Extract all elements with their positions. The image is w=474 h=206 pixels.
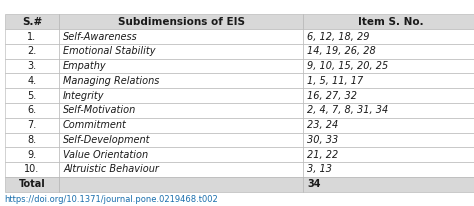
Bar <box>5 74 59 88</box>
Text: 3.: 3. <box>27 61 36 71</box>
Text: Subdimensions of EIS: Subdimensions of EIS <box>118 17 245 27</box>
Bar <box>5 103 59 118</box>
Text: Self-Development: Self-Development <box>63 135 151 145</box>
Bar <box>303 44 474 59</box>
Text: Self-Awareness: Self-Awareness <box>63 32 138 42</box>
Text: 9.: 9. <box>27 150 36 160</box>
Text: 1.: 1. <box>27 32 36 42</box>
Text: Emotional Stability: Emotional Stability <box>63 46 155 56</box>
Text: 1, 5, 11, 17: 1, 5, 11, 17 <box>307 76 364 86</box>
Text: Managing Relations: Managing Relations <box>63 76 159 86</box>
Bar <box>5 147 59 162</box>
Bar <box>59 132 303 147</box>
Text: 30, 33: 30, 33 <box>307 135 338 145</box>
Text: 7.: 7. <box>27 120 36 130</box>
Text: 16, 27, 32: 16, 27, 32 <box>307 91 357 101</box>
Text: 9, 10, 15, 20, 25: 9, 10, 15, 20, 25 <box>307 61 388 71</box>
Bar <box>59 44 303 59</box>
Text: Item S. No.: Item S. No. <box>358 17 424 27</box>
Text: 4.: 4. <box>27 76 36 86</box>
Bar <box>59 177 303 192</box>
Text: 6, 12, 18, 29: 6, 12, 18, 29 <box>307 32 370 42</box>
Text: Commitment: Commitment <box>63 120 127 130</box>
Bar <box>5 118 59 132</box>
Bar <box>5 44 59 59</box>
Text: Self-Motivation: Self-Motivation <box>63 105 137 115</box>
Bar <box>303 88 474 103</box>
Bar <box>303 29 474 44</box>
Bar <box>59 103 303 118</box>
Bar <box>303 177 474 192</box>
Bar <box>5 14 59 29</box>
Bar <box>5 29 59 44</box>
Text: Altruistic Behaviour: Altruistic Behaviour <box>63 164 159 174</box>
Bar <box>5 59 59 74</box>
Text: https://doi.org/10.1371/journal.pone.0219468.t002: https://doi.org/10.1371/journal.pone.021… <box>5 195 219 204</box>
Bar <box>303 162 474 177</box>
Bar <box>5 177 59 192</box>
Bar <box>5 162 59 177</box>
Bar <box>59 147 303 162</box>
Text: Total: Total <box>18 179 46 189</box>
Bar <box>59 88 303 103</box>
Bar <box>59 29 303 44</box>
Bar <box>59 14 303 29</box>
Text: Value Orientation: Value Orientation <box>63 150 148 160</box>
Text: 14, 19, 26, 28: 14, 19, 26, 28 <box>307 46 376 56</box>
Text: Empathy: Empathy <box>63 61 107 71</box>
Text: 2, 4, 7, 8, 31, 34: 2, 4, 7, 8, 31, 34 <box>307 105 388 115</box>
Text: 2.: 2. <box>27 46 36 56</box>
Text: 21, 22: 21, 22 <box>307 150 338 160</box>
Text: 8.: 8. <box>27 135 36 145</box>
Bar <box>5 88 59 103</box>
Text: 34: 34 <box>307 179 320 189</box>
Bar <box>303 59 474 74</box>
Bar <box>5 132 59 147</box>
Bar <box>303 14 474 29</box>
Text: 3, 13: 3, 13 <box>307 164 332 174</box>
Bar <box>59 162 303 177</box>
Bar <box>59 59 303 74</box>
Bar <box>303 118 474 132</box>
Text: 23, 24: 23, 24 <box>307 120 338 130</box>
Bar <box>59 118 303 132</box>
Text: 6.: 6. <box>27 105 36 115</box>
Bar <box>303 132 474 147</box>
Text: S.#: S.# <box>22 17 42 27</box>
Bar <box>59 74 303 88</box>
Bar <box>303 74 474 88</box>
Bar <box>303 147 474 162</box>
Text: 5.: 5. <box>27 91 36 101</box>
Bar <box>303 103 474 118</box>
Text: Integrity: Integrity <box>63 91 105 101</box>
Text: 10.: 10. <box>24 164 40 174</box>
